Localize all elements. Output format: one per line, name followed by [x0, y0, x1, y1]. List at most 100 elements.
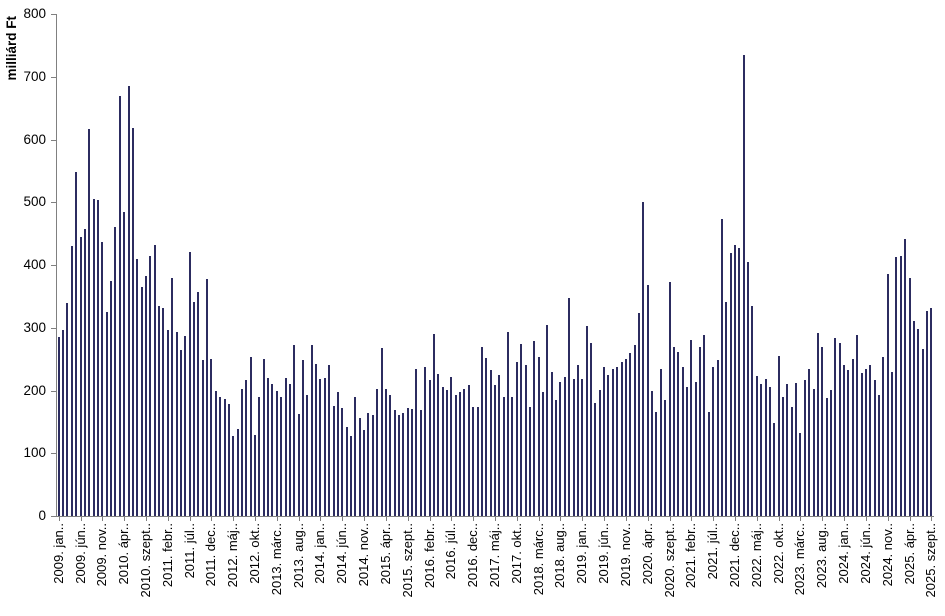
y-tick-mark	[51, 453, 56, 455]
bar	[664, 399, 667, 516]
y-tick-mark	[51, 327, 56, 329]
bar	[733, 244, 736, 516]
y-tick-label: 300	[23, 319, 46, 335]
bar	[153, 244, 156, 516]
bar	[834, 338, 837, 516]
x-tick-label: 2021. febr..	[683, 523, 699, 589]
bar	[498, 374, 501, 516]
y-tick-label: 200	[23, 382, 46, 398]
bar	[646, 285, 649, 516]
x-tick-mark	[516, 517, 518, 521]
bar	[411, 408, 414, 516]
x-tick-mark	[342, 517, 344, 521]
bar	[908, 277, 911, 516]
x-tick-label: 2025. szept..	[923, 523, 939, 598]
bar	[895, 257, 898, 516]
bar	[441, 386, 444, 516]
x-tick-label: 2015. ápr..	[377, 523, 393, 585]
bar	[192, 302, 195, 516]
x-tick-mark	[538, 517, 540, 521]
x-tick-label: 2010. ápr..	[116, 523, 132, 585]
bar	[398, 414, 401, 516]
x-tick-label: 2016. júl..	[443, 523, 459, 580]
y-tick-mark	[51, 516, 56, 517]
bar	[877, 394, 880, 516]
x-tick-label: 2014. jún..	[334, 523, 350, 584]
x-tick-label: 2011. júl..	[181, 523, 197, 579]
x-tick-mark	[844, 517, 846, 521]
bar	[790, 407, 793, 516]
bar	[816, 332, 819, 516]
bar	[131, 128, 134, 516]
x-tick-label: 2019. nov..	[617, 523, 633, 587]
x-tick-mark	[276, 517, 278, 521]
x-tick-mark	[124, 517, 126, 521]
bar	[472, 406, 475, 516]
bar	[249, 356, 252, 516]
bar	[367, 413, 370, 516]
bar	[930, 307, 933, 516]
bar	[210, 359, 213, 516]
x-tick-label: 2012. máj..	[225, 523, 241, 588]
x-tick-label: 2014. nov..	[356, 523, 372, 587]
bar	[550, 371, 553, 516]
bar	[463, 388, 466, 516]
bar	[166, 330, 169, 516]
bar	[140, 286, 143, 516]
x-tick-label: 2013. márc..	[268, 523, 284, 596]
x-tick-label: 2025. ápr..	[901, 523, 917, 585]
bar	[332, 406, 335, 516]
bar	[437, 373, 440, 516]
bar	[162, 307, 165, 516]
x-tick-mark	[145, 517, 147, 521]
bar	[803, 379, 806, 516]
x-tick-mark	[189, 517, 191, 521]
x-tick-mark	[909, 517, 911, 521]
x-tick-mark	[364, 517, 366, 521]
bar	[773, 423, 776, 516]
bar	[795, 382, 798, 516]
bar	[302, 360, 305, 516]
bar	[838, 343, 841, 516]
bar	[651, 390, 654, 516]
x-tick-label: 2020. ápr..	[639, 523, 655, 585]
x-tick-mark	[102, 517, 104, 521]
bar	[79, 236, 82, 516]
bar	[720, 218, 723, 516]
bar	[642, 202, 645, 516]
bar	[568, 297, 571, 516]
bar	[275, 390, 278, 516]
bar	[476, 406, 479, 516]
bar	[341, 408, 344, 516]
bar	[219, 397, 222, 516]
x-tick-label: 2019. jan..	[574, 523, 590, 584]
bar	[380, 347, 383, 516]
bar	[245, 380, 248, 516]
bar	[127, 86, 130, 516]
x-tick-label: 2018. márc..	[530, 523, 546, 596]
bar	[755, 376, 758, 516]
bar	[424, 366, 427, 516]
bar	[92, 199, 95, 516]
bar	[485, 357, 488, 516]
bar	[306, 394, 309, 516]
y-tick-mark	[51, 139, 56, 141]
x-tick-mark	[255, 517, 257, 521]
x-tick-mark	[582, 517, 584, 521]
bar	[57, 336, 60, 516]
bar	[633, 345, 636, 516]
x-tick-mark	[429, 517, 431, 521]
x-tick-label: 2019. jún..	[596, 523, 612, 584]
bar	[66, 302, 69, 516]
x-tick-label: 2016. dec..	[465, 523, 481, 588]
bar	[860, 372, 863, 516]
bar	[594, 403, 597, 516]
x-tick-mark	[167, 517, 169, 521]
bar	[904, 238, 907, 516]
bar	[768, 386, 771, 516]
x-tick-label: 2024. jún..	[857, 523, 873, 584]
x-tick-mark	[211, 517, 213, 521]
bar	[175, 331, 178, 516]
bar	[88, 129, 91, 516]
